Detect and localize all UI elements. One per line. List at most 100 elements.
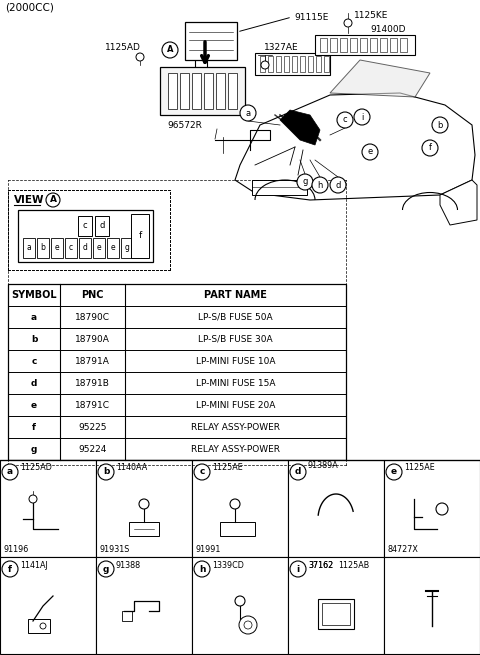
Bar <box>316 56 321 72</box>
Text: h: h <box>199 565 205 574</box>
Bar <box>122 611 132 621</box>
Text: SYMBOL: SYMBOL <box>11 290 57 300</box>
Text: 91389A: 91389A <box>308 460 339 470</box>
Circle shape <box>432 117 448 133</box>
Text: a: a <box>7 468 13 476</box>
Circle shape <box>29 495 37 503</box>
Bar <box>107 238 119 258</box>
Bar <box>330 38 337 52</box>
Circle shape <box>162 42 178 58</box>
Circle shape <box>136 53 144 61</box>
Bar <box>51 238 63 258</box>
Circle shape <box>194 464 210 480</box>
Text: 1327AE: 1327AE <box>264 43 299 52</box>
Text: c: c <box>69 244 73 252</box>
Bar <box>129 522 159 536</box>
Text: 95225: 95225 <box>78 422 107 432</box>
Circle shape <box>239 616 257 634</box>
Text: g: g <box>31 445 37 453</box>
Text: 1125AD: 1125AD <box>105 43 141 52</box>
Bar <box>260 56 265 72</box>
Circle shape <box>261 61 269 69</box>
Bar <box>180 73 189 109</box>
Text: d: d <box>295 468 301 476</box>
Text: e: e <box>31 400 37 409</box>
Bar <box>96 557 192 654</box>
Bar <box>78 216 92 236</box>
Text: A: A <box>49 195 57 204</box>
Circle shape <box>2 561 18 577</box>
Bar <box>308 56 313 72</box>
Bar <box>192 73 201 109</box>
Circle shape <box>297 174 313 190</box>
Bar <box>292 56 297 72</box>
Text: RELAY ASSY-POWER: RELAY ASSY-POWER <box>191 445 280 453</box>
Bar <box>0 557 96 654</box>
Bar <box>276 56 281 72</box>
Bar <box>18 210 153 262</box>
Text: RELAY ASSY-POWER: RELAY ASSY-POWER <box>191 422 280 432</box>
Text: d: d <box>31 379 37 388</box>
Bar <box>95 216 109 236</box>
Bar <box>168 73 177 109</box>
Bar <box>400 38 407 52</box>
Text: i: i <box>297 565 300 574</box>
Text: LP-MINI FUSE 10A: LP-MINI FUSE 10A <box>196 356 275 365</box>
Polygon shape <box>280 110 320 145</box>
Text: 91115E: 91115E <box>294 12 328 22</box>
Text: 1125KE: 1125KE <box>354 10 388 20</box>
Bar <box>284 56 289 72</box>
Text: 37162: 37162 <box>308 561 333 569</box>
Text: d: d <box>99 221 105 231</box>
Text: 18790C: 18790C <box>75 312 110 322</box>
Circle shape <box>422 140 438 156</box>
Text: 1125AD: 1125AD <box>20 464 52 472</box>
Text: b: b <box>41 244 46 252</box>
Circle shape <box>386 464 402 480</box>
Circle shape <box>2 464 18 480</box>
Text: g: g <box>302 178 308 187</box>
Text: (2000CC): (2000CC) <box>5 3 54 13</box>
Bar <box>228 73 237 109</box>
Text: 91388: 91388 <box>116 561 141 569</box>
Text: 18790A: 18790A <box>75 335 110 343</box>
Text: 84727X: 84727X <box>387 544 418 553</box>
Text: e: e <box>111 244 115 252</box>
Bar <box>350 38 357 52</box>
Text: a: a <box>245 109 251 117</box>
Text: 37162: 37162 <box>308 561 333 569</box>
Text: f: f <box>8 565 12 574</box>
Bar <box>192 557 288 654</box>
Bar <box>23 238 35 258</box>
Bar <box>384 557 480 654</box>
Circle shape <box>139 499 149 509</box>
Text: 1141AJ: 1141AJ <box>20 561 48 569</box>
Bar <box>185 22 237 60</box>
Circle shape <box>244 621 252 629</box>
Bar <box>320 38 327 52</box>
Circle shape <box>354 109 370 125</box>
Bar <box>160 67 245 115</box>
Text: A: A <box>167 45 173 54</box>
Bar <box>8 284 346 460</box>
Text: 91196: 91196 <box>3 544 28 553</box>
Text: 91400D: 91400D <box>370 26 406 35</box>
Circle shape <box>362 144 378 160</box>
Text: f: f <box>32 422 36 432</box>
Bar <box>195 58 207 68</box>
Bar <box>360 38 367 52</box>
Polygon shape <box>235 93 475 200</box>
Text: 95224: 95224 <box>78 445 107 453</box>
Text: d: d <box>83 244 87 252</box>
Bar <box>28 619 50 633</box>
Text: e: e <box>55 244 60 252</box>
Bar <box>300 56 305 72</box>
Bar <box>324 56 329 72</box>
Text: 1140AA: 1140AA <box>116 464 147 472</box>
Bar <box>192 460 288 557</box>
Bar <box>252 180 307 195</box>
Circle shape <box>46 193 60 207</box>
Text: d: d <box>336 181 341 189</box>
Text: 1125AB: 1125AB <box>338 561 369 569</box>
Bar <box>380 38 387 52</box>
